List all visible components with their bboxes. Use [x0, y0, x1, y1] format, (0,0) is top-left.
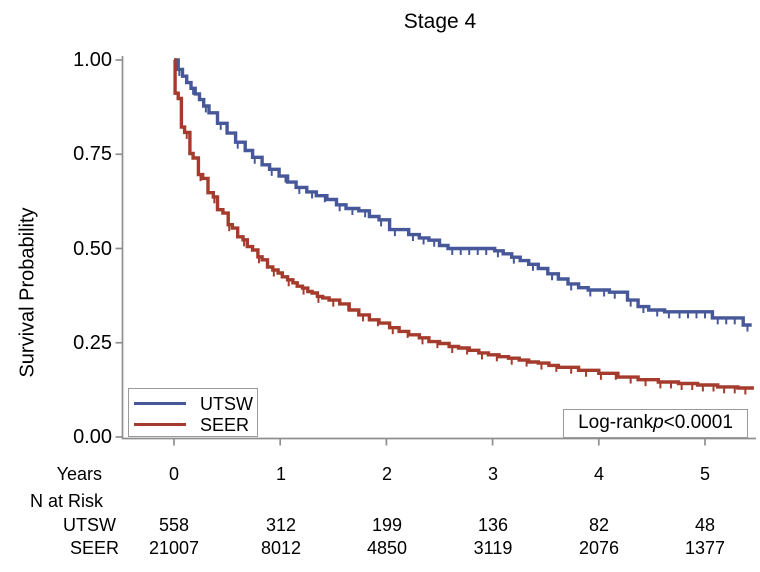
x-tick-label: 5 — [699, 464, 710, 484]
risk-value: 199 — [371, 515, 403, 535]
p-symbol: p — [653, 412, 664, 433]
legend-item-seer: SEER — [134, 415, 257, 434]
risk-value: 312 — [265, 515, 297, 535]
log-rank-pvalue-box: Log-rankp<0.0001 — [563, 409, 748, 438]
risk-value: 136 — [477, 515, 509, 535]
y-tick-label: 0.75 — [73, 143, 112, 165]
x-tick-label: 3 — [487, 464, 498, 484]
risk-value: 3119 — [473, 538, 513, 558]
risk-value: 4850 — [366, 538, 408, 558]
risk-value: 2076 — [578, 538, 620, 558]
risk-value: 1377 — [684, 538, 726, 558]
risk-row-label-seer: SEER — [69, 538, 119, 558]
x-tick-label: 4 — [593, 464, 604, 484]
p-value: <0.0001 — [663, 412, 733, 433]
log-rank-prefix: Log-rank — [578, 412, 654, 433]
legend-label-utsw: UTSW — [200, 393, 253, 414]
risk-value: 21007 — [148, 538, 200, 558]
risk-value: 558 — [158, 515, 190, 535]
seer-line-swatch — [134, 422, 186, 427]
legend-item-utsw: UTSW — [134, 394, 257, 413]
utsw-line-swatch — [134, 401, 186, 406]
risk-value: 48 — [694, 515, 716, 535]
risk-value: 82 — [588, 515, 610, 535]
x-tick-label: 2 — [381, 464, 392, 484]
years-row-label: Years — [56, 464, 102, 484]
y-tick-label: 1.00 — [73, 49, 112, 71]
x-tick-label: 1 — [275, 464, 286, 484]
legend-label-seer: SEER — [200, 414, 250, 435]
y-tick-label: 0.50 — [73, 238, 112, 260]
y-axis-label: Survival Probability — [16, 207, 39, 378]
legend: UTSW SEER — [128, 388, 258, 437]
risk-value: 8012 — [260, 538, 302, 558]
risk-row-label-utsw: UTSW — [63, 515, 116, 535]
chart-title: Stage 4 — [403, 10, 477, 33]
y-tick-label: 0.00 — [73, 426, 112, 448]
x-tick-label: 0 — [168, 464, 179, 484]
y-tick-label: 0.25 — [73, 332, 112, 354]
n-at-risk-label: N at Risk — [29, 491, 103, 511]
